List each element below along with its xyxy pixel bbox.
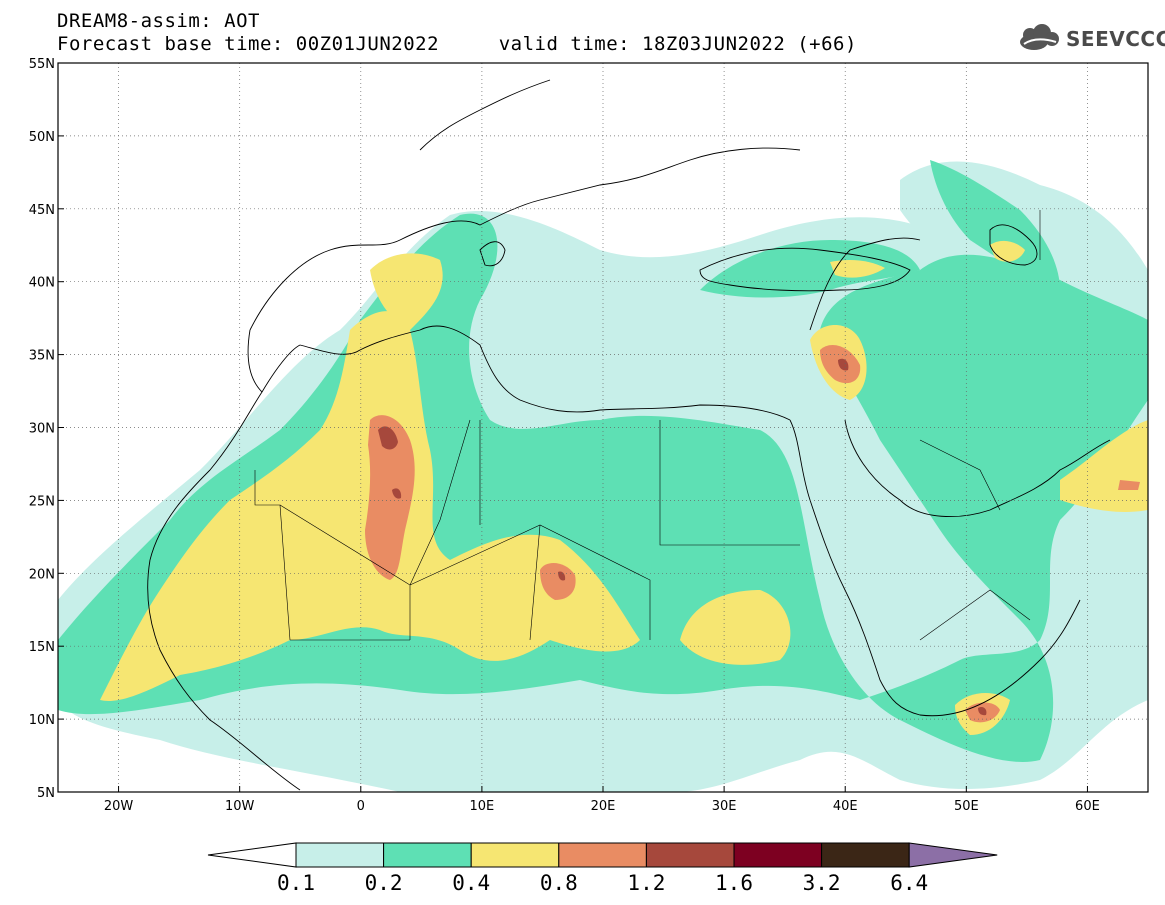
lon-tick-label: 10W [225,799,255,814]
coastlines [147,79,1111,791]
cloud-icon [1020,24,1059,50]
lat-tick-label: 55N [29,57,55,72]
lon-tick-label: 0 [357,799,365,814]
map-subtitle: Forecast base time: 00Z01JUN2022 valid t… [57,33,857,55]
lon-tick-label: 10E [470,799,495,814]
country-borders [254,210,1041,641]
map-title: DREAM8-assim: AOT [57,10,260,32]
colorbar-over-triangle [908,842,998,868]
colorbar-swatch [645,842,735,868]
colorbar-label: 0.1 [277,871,315,895]
aot-level-1.2 [378,358,987,716]
colorbar-swatch [558,842,647,868]
colorbar-label: 3.2 [802,871,841,895]
lon-tick-label: 20E [591,799,616,814]
colorbar-swatch [383,842,472,868]
gridlines [58,63,1148,792]
aot-level-0.8 [365,345,1140,723]
colorbar-swatch [733,842,823,868]
lat-tick-label: 25N [29,494,55,509]
colorbar-label: 1.2 [627,871,666,895]
colorbar-swatch [295,842,385,868]
logo-text: SEEVCCC [1066,27,1165,51]
colorbar-label: 1.6 [715,871,753,895]
colorbar-label: 0.8 [539,871,578,895]
lat-tick-label: 20N [29,567,55,582]
lon-tick-label: 20W [104,799,134,814]
colorbar-label: 0.4 [452,871,491,895]
lat-tick-label: 5N [37,786,55,801]
lon-tick-label: 40E [833,799,858,814]
lon-tick-labels: 20W 10W 0 10E 20E 30E 40E 50E 60E [104,786,1100,814]
colorbar-swatch [821,842,910,868]
lon-tick-label: 60E [1075,799,1100,814]
colorbar-swatch [470,842,560,868]
lon-tick-label: 50E [954,799,979,814]
lat-tick-label: 35N [29,349,55,364]
lat-tick-label: 30N [29,422,55,437]
lat-tick-label: 10N [29,713,55,728]
lat-tick-label: 45N [29,203,55,218]
colorbar-label: 6.4 [890,871,929,895]
lat-tick-label: 50N [29,130,55,145]
lat-tick-label: 40N [29,276,55,291]
colorbar-label: 0.2 [364,871,403,895]
lat-tick-label: 15N [29,640,55,655]
lat-tick-labels: 55N 50N 45N 40N 35N 30N 25N 20N 15N 10N 5N [29,57,64,801]
lon-tick-label: 30E [712,799,737,814]
colorbar [207,842,998,868]
colorbar-under-triangle [207,842,297,868]
